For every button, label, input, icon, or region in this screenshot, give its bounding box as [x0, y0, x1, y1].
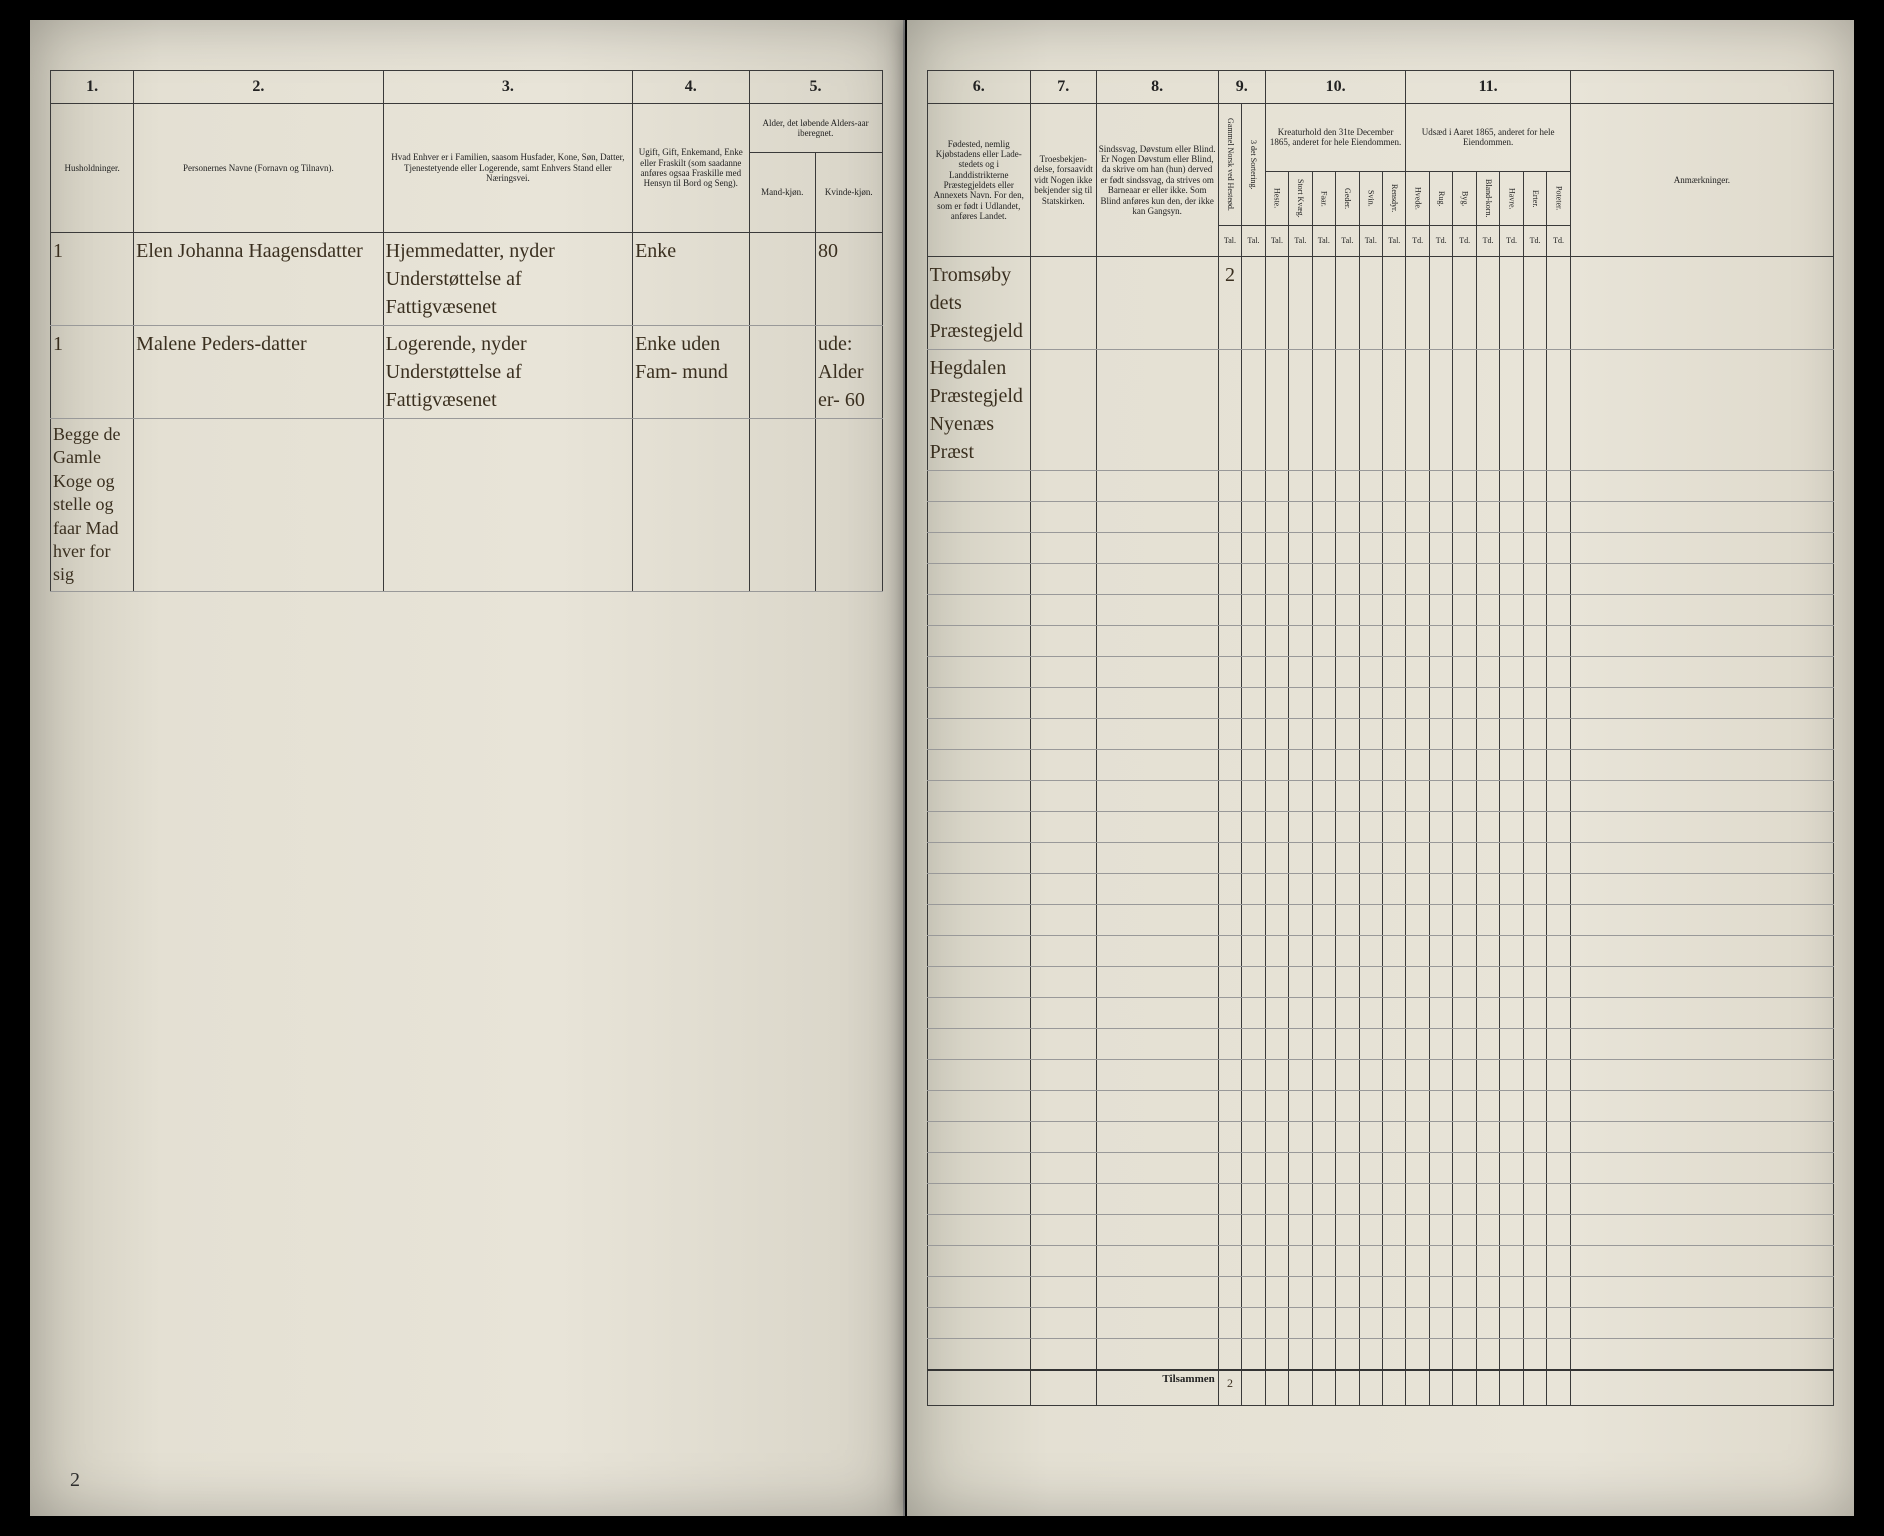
- header-birthplace: Fødested, nemlig Kjøbstadens eller Lade-…: [927, 104, 1030, 257]
- sub-faar: Faar.: [1312, 171, 1335, 225]
- col-num-3: 3.: [383, 71, 632, 104]
- header-9a: Gammel Norsk ved Hesteød.: [1218, 104, 1241, 226]
- unit-tal-8: Tal.: [1383, 226, 1406, 257]
- header-names: Personernes Navne (Fornavn og Tilnavn).: [134, 104, 383, 233]
- header-family-position: Hvad Enhver er i Familien, saasom Husfad…: [383, 104, 632, 233]
- col-num-9: 9.: [1218, 71, 1265, 104]
- sub-erter: Erter.: [1523, 171, 1546, 225]
- header-male: Mand-kjøn.: [749, 153, 816, 233]
- footer-total: 2: [1218, 1370, 1241, 1406]
- sub-havre: Havre.: [1500, 171, 1523, 225]
- sub-blandkorn: Bland-korn.: [1476, 171, 1499, 225]
- cell-9a-1: 2: [1218, 257, 1241, 350]
- unit-tal-6: Tal.: [1336, 226, 1359, 257]
- margin-note: Begge de Gamle Koge og stelle og faar Ma…: [51, 419, 134, 592]
- col-num-7: 7.: [1030, 71, 1096, 104]
- sub-svin: Svin.: [1359, 171, 1382, 225]
- header-livestock: Kreaturhold den 31te December 1865, ande…: [1265, 104, 1406, 172]
- right-table: 6. 7. 8. 9. 10. 11. Fødested, nemlig Kjø…: [927, 70, 1834, 1406]
- sub-heste: Heste.: [1265, 171, 1288, 225]
- unit-td-4: Td.: [1476, 226, 1499, 257]
- sub-kvaeg: Stort Kvæg.: [1289, 171, 1312, 225]
- header-disability: Sindssvag, Døvstum eller Blind. Er Nogen…: [1096, 104, 1218, 257]
- cell-position-2: Logerende, nyder Understøttelse af Fatti…: [383, 326, 632, 419]
- col-num-8: 8.: [1096, 71, 1218, 104]
- unit-tal-4: Tal.: [1289, 226, 1312, 257]
- col-num-6: 6.: [927, 71, 1030, 104]
- header-households: Husholdninger.: [51, 104, 134, 233]
- col-num-11: 11.: [1406, 71, 1570, 104]
- unit-tal-1: Tal.: [1218, 226, 1241, 257]
- col-num-remarks: [1570, 71, 1833, 104]
- cell-household-2: 1: [51, 326, 134, 419]
- cell-name-2: Malene Peders-datter: [134, 326, 383, 419]
- census-book-spread: 1. 2. 3. 4. 5. Husholdninger. Personerne…: [0, 0, 1884, 1536]
- unit-td-2: Td.: [1429, 226, 1452, 257]
- cell-age-m-2: [749, 326, 816, 419]
- left-page: 1. 2. 3. 4. 5. Husholdninger. Personerne…: [30, 20, 905, 1516]
- unit-td-5: Td.: [1500, 226, 1523, 257]
- cell-age-f-1: 80: [816, 233, 883, 326]
- header-faith: Troesbekjen-delse, forsaavidt vidt Nogen…: [1030, 104, 1096, 257]
- col-num-4: 4.: [633, 71, 749, 104]
- unit-tal-3: Tal.: [1265, 226, 1288, 257]
- col-num-2: 2.: [134, 71, 383, 104]
- cell-age-f-2: ude: Alder er- 60: [816, 326, 883, 419]
- col-num-1: 1.: [51, 71, 134, 104]
- cell-marital-2: Enke uden Fam- mund: [633, 326, 749, 419]
- sub-rensdyr: Rensdyr.: [1383, 171, 1406, 225]
- cell-position-1: Hjemmedatter, nyder Understøttelse af Fa…: [383, 233, 632, 326]
- right-page: 6. 7. 8. 9. 10. 11. Fødested, nemlig Kjø…: [907, 20, 1854, 1516]
- header-marital: Ugift, Gift, Enkemand, Enke eller Fraski…: [633, 104, 749, 233]
- page-number-left: 2: [70, 1469, 80, 1492]
- cell-birthplace-2: Hegdalen Præstegjeld Nyenæs Præst: [927, 350, 1030, 471]
- cell-age-m-1: [749, 233, 816, 326]
- unit-td-7: Td.: [1547, 226, 1570, 257]
- col-num-5: 5.: [749, 71, 882, 104]
- sub-byg: Byg.: [1453, 171, 1476, 225]
- sub-hvede: Hvede.: [1406, 171, 1429, 225]
- cell-birthplace-1: Tromsøby dets Præstegjeld: [927, 257, 1030, 350]
- header-female: Kvinde-kjøn.: [816, 153, 883, 233]
- left-table: 1. 2. 3. 4. 5. Husholdninger. Personerne…: [50, 70, 883, 592]
- unit-td-1: Td.: [1406, 226, 1429, 257]
- header-9b: 3 det Sortering.: [1242, 104, 1265, 226]
- sub-poteter: Poteter.: [1547, 171, 1570, 225]
- header-remarks: Anmærkninger.: [1570, 104, 1833, 257]
- unit-td-6: Td.: [1523, 226, 1546, 257]
- unit-tal-2: Tal.: [1242, 226, 1265, 257]
- header-seed: Udsæd i Aaret 1865, anderet for hele Eie…: [1406, 104, 1570, 172]
- cell-name-1: Elen Johanna Haagensdatter: [134, 233, 383, 326]
- unit-tal-7: Tal.: [1359, 226, 1382, 257]
- header-age: Alder, det løbende Alders-aar iberegnet.: [749, 104, 882, 153]
- sub-rug: Rug.: [1429, 171, 1452, 225]
- col-num-10: 10.: [1265, 71, 1406, 104]
- unit-tal-5: Tal.: [1312, 226, 1335, 257]
- cell-marital-1: Enke: [633, 233, 749, 326]
- unit-td-3: Td.: [1453, 226, 1476, 257]
- footer-label: Tilsammen: [1096, 1370, 1218, 1406]
- sub-geder: Geder.: [1336, 171, 1359, 225]
- cell-household-1: 1: [51, 233, 134, 326]
